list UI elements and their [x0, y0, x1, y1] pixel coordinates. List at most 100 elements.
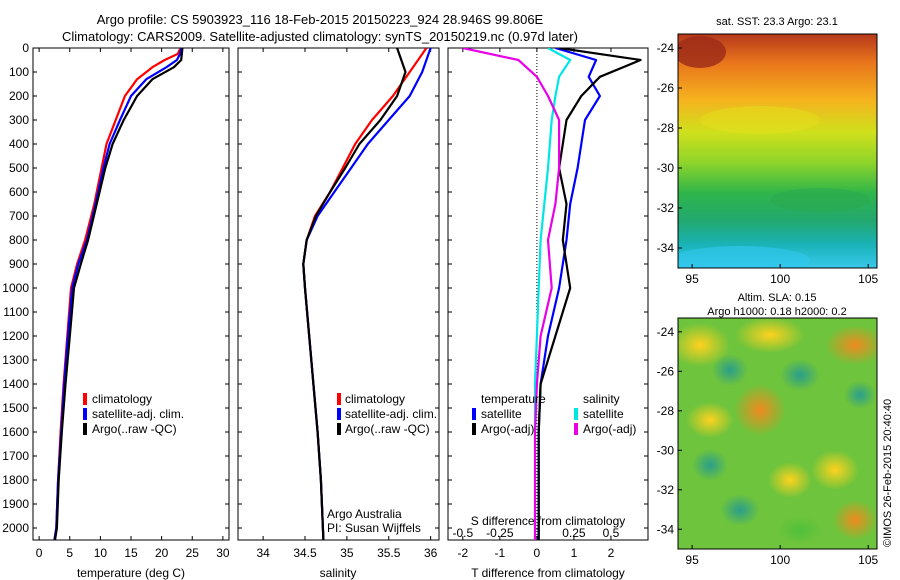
- depth-tick-label: 2000: [2, 521, 29, 535]
- temperature-axis-label: temperature (deg C): [77, 566, 185, 580]
- depth-tick-label: 1600: [2, 425, 29, 439]
- legend-swatch-argo: [337, 423, 341, 435]
- depth-tick-label: 1500: [2, 401, 29, 415]
- x-tick-label: 30: [216, 546, 230, 560]
- lat-tick-label: -24: [657, 41, 675, 55]
- x-tick-label: 35: [340, 546, 354, 560]
- x-tick-label: 5: [66, 546, 73, 560]
- depth-tick-label: 1100: [3, 305, 29, 319]
- legend-swatch-satellite: [83, 408, 87, 420]
- x-tick-label: 2: [608, 546, 615, 560]
- s-difference-axis-ticks: -0.5 -0.25 0 0.25 0.5: [452, 526, 619, 540]
- sla-map: Altim. SLA: 0.15 Argo h1000: 0.18 h2000:…: [657, 292, 894, 567]
- legend-label-s-argo: Argo(-adj): [583, 422, 636, 436]
- depth-tick-label: 1800: [2, 473, 29, 487]
- x-tick-label: 20: [155, 546, 169, 560]
- depth-tick-label: 600: [9, 185, 29, 199]
- legend-label-argo: Argo(..raw -QC): [92, 422, 177, 436]
- lat-tick-label: -28: [657, 121, 675, 135]
- lat-tick-label: -32: [657, 201, 675, 215]
- legend-swatch-s-argo: [574, 423, 578, 435]
- depth-tick-label: 0: [22, 41, 29, 55]
- x-tick-label: 0: [36, 546, 43, 560]
- difference-legend: temperature salinity satellite Argo(-adj…: [472, 392, 636, 436]
- x-tick-label: 36: [424, 546, 438, 560]
- lat-tick-label: -30: [657, 161, 675, 175]
- legend-label-s-satellite: satellite: [583, 407, 624, 421]
- depth-tick-label: 400: [9, 137, 29, 151]
- lat-tick-label: -34: [657, 522, 675, 536]
- legend-swatch-climatology: [83, 393, 87, 405]
- lon-tick-label: 95: [685, 553, 699, 567]
- x-tick-label: 1: [571, 546, 578, 560]
- lon-tick-label: 105: [858, 272, 878, 286]
- temperature-legend: climatology satellite-adj. clim. Argo(..…: [83, 392, 184, 436]
- lon-tick-label: 95: [685, 272, 699, 286]
- x-tick-label: 25: [186, 546, 200, 560]
- x-tick-label: -2: [457, 546, 468, 560]
- legend-swatch-t-argo: [472, 423, 476, 435]
- salinity-axis-ticks: 34 34.5 35 35.5 36: [256, 48, 438, 560]
- argo-source-annotation: Argo Australia: [327, 507, 402, 521]
- lon-tick-label: 100: [770, 553, 790, 567]
- temperature-axis-ticks: 0 5 10 15 20 25 30: [36, 48, 230, 560]
- legend-swatch-satellite: [337, 408, 341, 420]
- legend-label-t-argo: Argo(-adj): [481, 422, 534, 436]
- x-tick-label: 34: [256, 546, 270, 560]
- lat-tick-label: -26: [657, 81, 675, 95]
- sla-map-title-line-2: Argo h1000: 0.18 h2000: 0.2: [707, 306, 846, 318]
- lat-tick-label: -26: [657, 364, 675, 378]
- s-tick-label: -0.5: [452, 526, 473, 540]
- legend-swatch-climatology: [337, 393, 341, 405]
- t-difference-axis-label: T difference from climatology: [471, 566, 625, 580]
- t-difference-axis-ticks: -2 -1 0 1 2: [457, 48, 615, 560]
- legend-label-argo: Argo(..raw -QC): [345, 422, 430, 436]
- imos-timestamp-label: ©IMOS 26-Feb-2015 20:40:40: [882, 399, 894, 547]
- salinity-axis-label: salinity: [320, 566, 357, 580]
- legend-label-climatology: climatology: [92, 392, 152, 406]
- depth-tick-label: 900: [9, 257, 29, 271]
- x-tick-label: 15: [124, 546, 138, 560]
- series-line-argo-raw-qc-: [302, 48, 407, 540]
- chart-title-line-2: Climatology: CARS2009. Satellite-adjuste…: [62, 29, 578, 44]
- legend-header-salinity: salinity: [583, 392, 620, 406]
- depth-tick-label: 700: [9, 209, 29, 223]
- lat-tick-label: -28: [657, 404, 675, 418]
- depth-tick-label: 1300: [2, 353, 29, 367]
- sst-map: sat. SST: 23.3 Argo: 23.1 95 100 105 -24 -26…: [657, 16, 879, 286]
- lat-tick-label: -34: [657, 241, 675, 255]
- depth-tick-label: 1900: [2, 497, 29, 511]
- series-line-temperature-argo-adj-: [537, 48, 642, 540]
- lat-tick-label: -32: [657, 483, 675, 497]
- legend-swatch-s-satellite: [574, 408, 578, 420]
- x-tick-label: -1: [495, 546, 506, 560]
- s-tick-label: 0.25: [562, 526, 586, 540]
- sst-heatmap: [678, 34, 877, 268]
- legend-label-satellite: satellite-adj. clim.: [92, 407, 184, 421]
- sst-map-title: sat. SST: 23.3 Argo: 23.1: [716, 16, 838, 28]
- difference-panel: -2 -1 0 1 2 -0.5 -0.25 0 0.25 0.5 T difference f…: [447, 47, 649, 580]
- depth-axis-ticks: 0 100 200 300 400 500 600 700 800 900 1000 1100 1200…: [2, 41, 229, 535]
- sla-map-title-line-1: Altim. SLA: 0.15: [738, 292, 817, 304]
- x-tick-label: 35.5: [377, 546, 401, 560]
- depth-tick-label: 1700: [2, 449, 29, 463]
- chart-title-line-1: Argo profile: CS 5903923_116 18-Feb-2015…: [96, 12, 544, 27]
- legend-header-temperature: temperature: [481, 392, 546, 406]
- s-tick-label: 0.5: [603, 526, 620, 540]
- depth-tick-label: 1200: [2, 329, 29, 343]
- legend-swatch-t-satellite: [472, 408, 476, 420]
- x-tick-label: 0: [534, 546, 541, 560]
- series-line-salinity-argo-adj-: [462, 48, 561, 540]
- s-tick-label: 0: [534, 526, 541, 540]
- depth-tick-label: 1400: [2, 377, 29, 391]
- lat-tick-label: -24: [657, 325, 675, 339]
- depth-tick-label: 800: [9, 233, 29, 247]
- salinity-panel: 34 34.5 35 35.5 36 salinity climatology sate…: [237, 47, 440, 580]
- legend-label-climatology: climatology: [345, 392, 405, 406]
- depth-tick-label: 500: [9, 161, 29, 175]
- salinity-legend: climatology satellite-adj. clim. Argo(..…: [337, 392, 437, 436]
- lat-tick-label: -30: [657, 443, 675, 457]
- series-line-argo-raw-qc-: [53, 48, 184, 540]
- s-tick-label: -0.25: [486, 526, 514, 540]
